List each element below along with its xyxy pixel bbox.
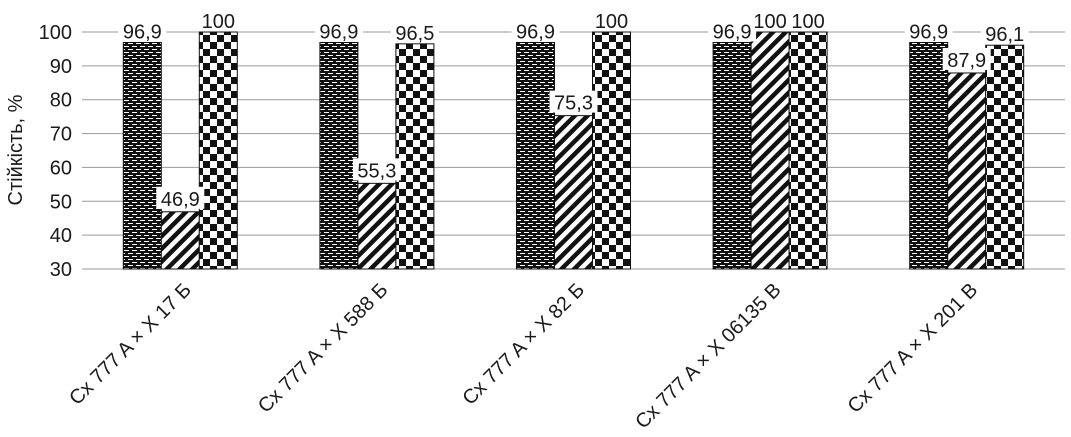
data-label-bg [314,19,363,42]
data-label: 96,5 [395,23,434,45]
y-tick-label: 90 [50,56,72,78]
data-label: 100 [791,11,824,33]
data-label: 46,9 [161,189,200,211]
y-axis-ticks: 30 40 50 60 70 80 90 100 [39,22,72,281]
y-tick-label: 70 [50,124,72,146]
data-label-bg [511,19,560,42]
category-label: Cx 777 A × X 06135 B [631,279,785,433]
data-label: 75,3 [554,93,593,115]
data-label: 55,3 [357,160,396,182]
data-label: 96,9 [516,21,555,43]
data-label: 96,9 [713,21,752,43]
bar [516,41,555,270]
bar [750,31,790,270]
data-label-bg [942,47,991,70]
category-label: Cx 777 A × X 201 B [844,279,983,418]
bar [947,72,987,270]
data-label-bg [352,158,401,181]
bar [319,41,359,270]
bar [592,31,631,270]
bar [198,31,238,270]
category-label: Cx 777 A × X 17 Б [65,279,196,410]
bar [395,43,435,270]
bars [122,31,1025,270]
data-label-bg [904,19,953,42]
data-label-bg [789,9,827,31]
category-label: Cx 777 A × X 82 Б [458,279,589,410]
data-label-bg [549,90,598,113]
bar [160,211,200,270]
data-label: 100 [753,11,786,33]
y-tick-label: 30 [50,259,72,281]
y-tick-label: 80 [50,90,72,112]
data-label: 96,9 [123,21,162,43]
data-label: 100 [595,11,628,33]
data-label-bg [118,19,167,42]
data-label: 87,9 [947,50,986,72]
data-label-bg [156,186,205,209]
data-label-bg [708,19,757,42]
bar [788,31,828,270]
category-labels: Cx 777 A × X 17 Б Cx 777 A × X 588 Б Cx 77… [65,279,982,433]
bar [985,44,1025,270]
y-axis-title: Стійкість, % [5,94,27,205]
bar [357,182,397,270]
data-label-bg [390,20,439,43]
y-tick-label: 100 [39,22,72,44]
data-label-bg [199,9,237,31]
data-label-bg [593,9,630,31]
data-label: 96,9 [319,21,358,43]
category-label: Cx 777 A × X 588 Б [254,279,392,417]
y-tick-label: 50 [50,191,72,213]
y-tick-label: 40 [50,225,72,247]
bar [554,115,593,270]
data-label: 96,1 [985,24,1024,46]
data-label: 96,9 [909,21,948,43]
data-label-bg [751,9,789,31]
data-label: 100 [202,11,235,33]
bar [909,41,949,270]
y-tick-label: 60 [50,157,72,179]
data-label-bg [980,22,1029,45]
bar [712,41,752,270]
bar [122,41,162,270]
